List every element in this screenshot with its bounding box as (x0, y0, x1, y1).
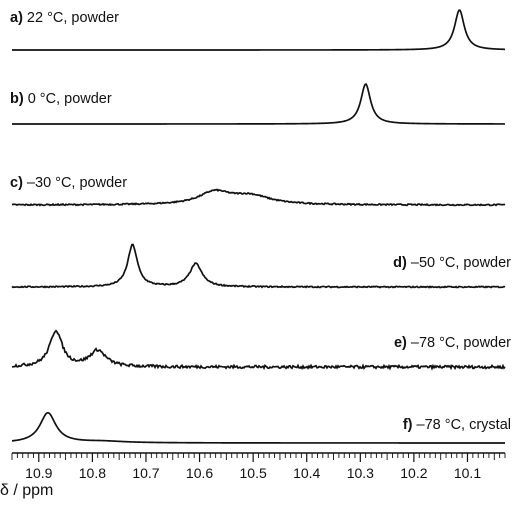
spectrum-condition: –78 °C, crystal (412, 417, 511, 433)
spectrum-label-b: b) 0 °C, powder (10, 91, 112, 107)
spectrum-label-f: f) –78 °C, crystal (403, 417, 511, 433)
spectrum-condition: 22 °C, powder (22, 10, 119, 26)
x-tick-label: 10.1 (454, 465, 481, 481)
x-tick-label: 10.2 (400, 465, 427, 481)
spectrum-label-d: d) –50 °C, powder (393, 255, 511, 271)
x-tick-label: 10.7 (132, 465, 159, 481)
spectrum-condition: –78 °C, powder (406, 335, 511, 351)
spectrum-letter: f) (402, 417, 413, 433)
x-tick-label: 10.4 (293, 465, 320, 481)
spectrum-line-f (11, 411, 505, 444)
spectrum-line-e (11, 329, 506, 371)
x-tick-label: 10.9 (25, 465, 52, 481)
x-tick-label: 10.5 (240, 465, 267, 481)
spectrum-line-d (11, 243, 506, 289)
spectrum-letter: d) (393, 255, 407, 271)
spectrum-letter: a) (10, 10, 23, 26)
spectrum-letter: c) (10, 175, 23, 191)
spectrum-letter: b) (10, 91, 24, 107)
spectra-group (11, 9, 506, 444)
spectrum-line-a (12, 9, 506, 51)
spectrum-label-a: a) 22 °C, powder (10, 10, 119, 26)
spectrum-condition: –50 °C, powder (406, 255, 511, 271)
spectrum-line-b (12, 83, 505, 125)
spectrum-condition: –30 °C, powder (22, 175, 128, 191)
x-tick-label: 10.3 (347, 465, 374, 481)
x-tick-label: 10.8 (79, 465, 106, 481)
spectrum-letter: e) (393, 335, 407, 351)
spectrum-label-c: c) –30 °C, powder (10, 175, 127, 191)
spectrum-line-c (11, 188, 506, 207)
spectrum-label-e: e) –78 °C, powder (394, 335, 511, 351)
x-axis: 10.9 10.8 10.7 10.6 10.5 10.4 10.3 10.2 10.1 (11, 452, 506, 481)
spectrum-condition: 0 °C, powder (23, 91, 112, 107)
x-tick-label: 10.6 (186, 465, 213, 481)
x-axis-title: δ / ppm (0, 482, 54, 499)
